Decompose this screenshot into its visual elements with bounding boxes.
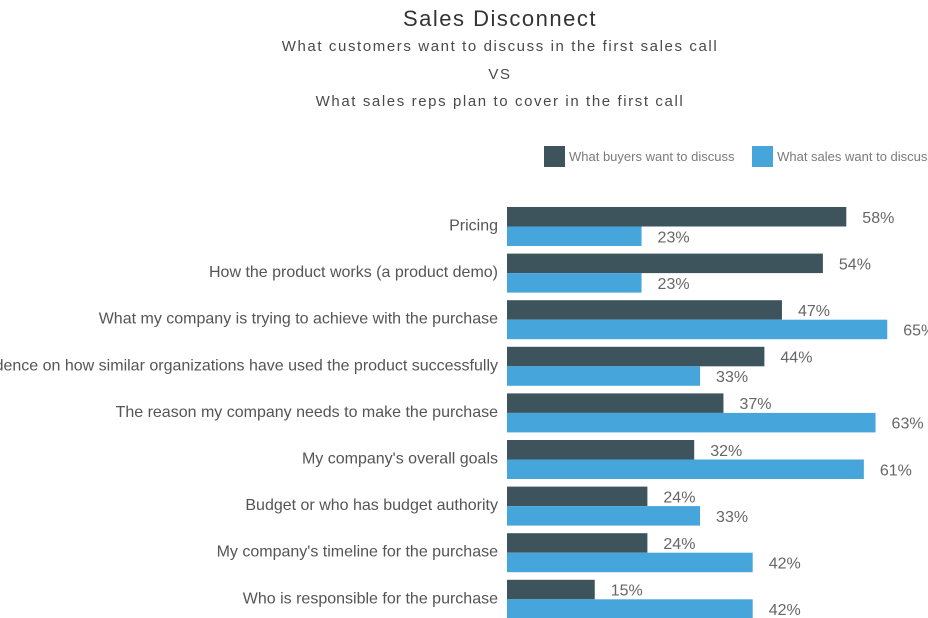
data-label-buyers: 44% [780, 350, 812, 367]
category-label: The reason my company needs to make the … [116, 404, 499, 421]
category-label: My company's timeline for the purchase [217, 544, 499, 561]
chart-subtitle-line-3: What sales reps plan to cover in the fir… [315, 93, 685, 110]
bar-buyers [507, 440, 695, 460]
category-label: My company's overall goals [302, 451, 498, 468]
data-label-sales: 33% [716, 369, 748, 386]
bar-buyers [507, 579, 595, 600]
chart-subtitle-line-1: What customers want to discuss in the fi… [281, 38, 719, 55]
bar-sales [507, 319, 888, 340]
chart-title: Sales Disconnect [403, 6, 597, 31]
legend-swatch-buyers [544, 146, 565, 167]
bar-buyers [507, 253, 823, 274]
legend-swatch-sales [752, 146, 774, 167]
bar-sales [507, 366, 701, 386]
category-label: Pricing [449, 218, 498, 235]
bar-sales [507, 459, 864, 479]
bar-buyers [507, 207, 847, 227]
data-label-buyers: 15% [611, 583, 643, 600]
bar-buyers [507, 486, 648, 507]
category-label: Who is responsible for the purchase [243, 590, 498, 607]
bar-buyers [507, 346, 765, 367]
chart-legend: What buyers want to discuss What sales w… [544, 146, 928, 170]
bar-sales [507, 412, 876, 433]
legend-label-sales: What sales want to discuss [777, 149, 928, 164]
data-label-sales: 61% [880, 462, 912, 479]
category-label: How the product works (a product demo) [209, 264, 498, 281]
legend-item-buyers: What buyers want to discuss [544, 146, 734, 167]
data-label-sales: 23% [658, 229, 690, 246]
bar-sales [507, 273, 642, 293]
data-label-buyers: 47% [798, 303, 830, 320]
category-label: Budget or who has budget authority [245, 497, 498, 514]
bar-sales [507, 506, 701, 526]
bar-buyers [507, 393, 724, 413]
data-label-sales: 63% [892, 416, 924, 433]
legend-item-sales: What sales want to discuss [752, 146, 928, 167]
data-label-sales: 42% [769, 555, 801, 572]
data-label-sales: 42% [769, 602, 801, 618]
data-label-sales: 23% [658, 276, 690, 293]
category-label: What my company is trying to achieve wit… [99, 311, 498, 328]
bar-buyers [507, 300, 782, 320]
data-label-buyers: 58% [862, 210, 894, 227]
bar-sales [507, 226, 642, 246]
bar-sales [507, 552, 753, 573]
bar-buyers [507, 533, 648, 553]
data-label-sales: 33% [716, 509, 748, 526]
data-label-buyers: 32% [710, 443, 742, 460]
data-label-sales: 65% [903, 322, 928, 339]
legend-label-buyers: What buyers want to discuss [569, 149, 735, 164]
bar-sales [507, 599, 753, 618]
data-label-buyers: 24% [663, 489, 695, 506]
data-label-buyers: 54% [839, 256, 871, 273]
category-label: Evidence on how similar organizations ha… [0, 357, 498, 374]
data-label-buyers: 24% [663, 536, 695, 553]
data-label-buyers: 37% [739, 396, 771, 413]
chart-subtitle-line-2: VS [488, 66, 512, 83]
